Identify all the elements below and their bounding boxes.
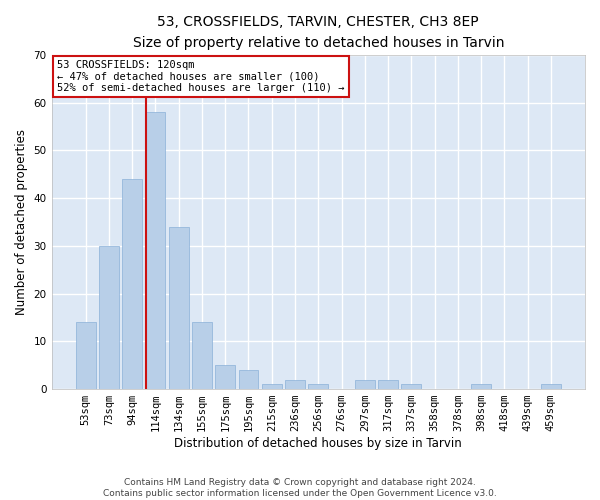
X-axis label: Distribution of detached houses by size in Tarvin: Distribution of detached houses by size … <box>175 437 462 450</box>
Bar <box>355 380 374 389</box>
Y-axis label: Number of detached properties: Number of detached properties <box>15 129 28 315</box>
Bar <box>99 246 119 389</box>
Bar <box>169 227 188 389</box>
Bar <box>285 380 305 389</box>
Text: Contains HM Land Registry data © Crown copyright and database right 2024.
Contai: Contains HM Land Registry data © Crown c… <box>103 478 497 498</box>
Bar <box>541 384 561 389</box>
Bar <box>146 112 166 389</box>
Title: 53, CROSSFIELDS, TARVIN, CHESTER, CH3 8EP
Size of property relative to detached : 53, CROSSFIELDS, TARVIN, CHESTER, CH3 8E… <box>133 15 504 50</box>
Bar <box>308 384 328 389</box>
Bar <box>122 179 142 389</box>
Bar <box>262 384 281 389</box>
Bar <box>239 370 259 389</box>
Bar <box>401 384 421 389</box>
Bar <box>192 322 212 389</box>
Text: 53 CROSSFIELDS: 120sqm
← 47% of detached houses are smaller (100)
52% of semi-de: 53 CROSSFIELDS: 120sqm ← 47% of detached… <box>57 60 344 93</box>
Bar <box>471 384 491 389</box>
Bar <box>215 365 235 389</box>
Bar <box>378 380 398 389</box>
Bar <box>76 322 95 389</box>
